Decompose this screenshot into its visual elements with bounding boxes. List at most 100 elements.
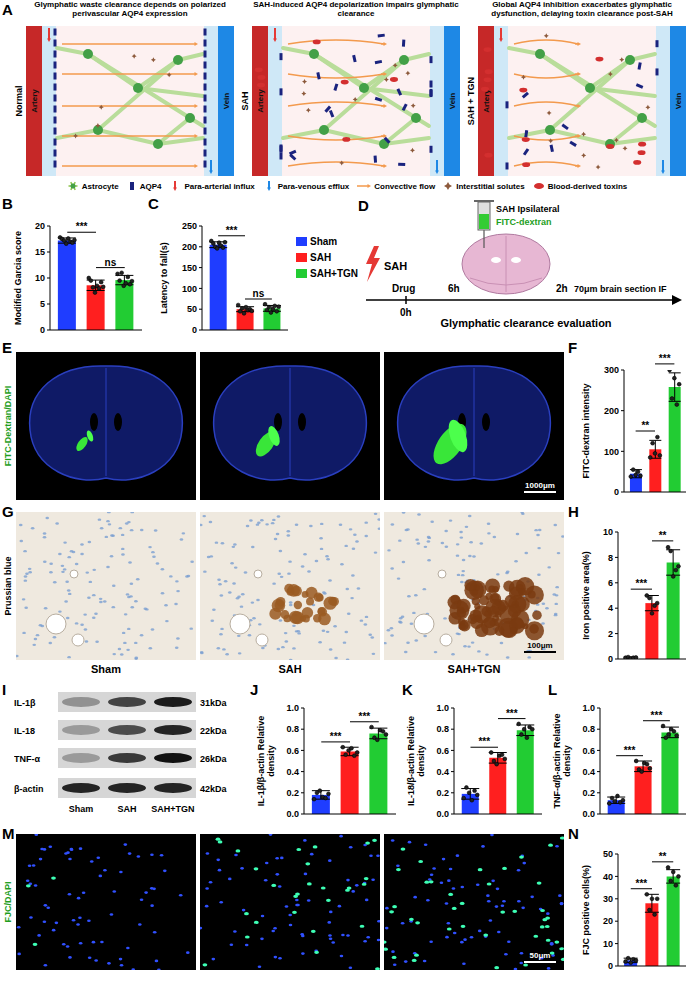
svg-text:42kDa: 42kDa [200, 784, 228, 794]
svg-text:0.0: 0.0 [582, 809, 595, 819]
svg-text:1.0: 1.0 [582, 703, 595, 713]
svg-text:**: ** [659, 530, 667, 541]
svg-text:0.2: 0.2 [436, 788, 449, 798]
svg-text:0.6: 0.6 [582, 746, 595, 756]
svg-text:***: *** [478, 736, 490, 747]
svg-text:0: 0 [614, 487, 619, 497]
svg-text:***: *** [359, 711, 371, 722]
svg-text:IL-18: IL-18 [14, 726, 35, 736]
svg-text:Artery: Artery [482, 89, 491, 113]
svg-text:100: 100 [604, 447, 619, 457]
html-text:SAH: SAH [278, 663, 302, 675]
svg-text:Vein: Vein [448, 93, 457, 110]
svg-text:0.6: 0.6 [436, 746, 449, 756]
svg-text:4: 4 [608, 603, 613, 613]
svg-text:0: 0 [192, 325, 197, 335]
svg-text:Sham: Sham [69, 804, 94, 814]
html-text:SAH-induced AQP4 depolarizatio: SAH-induced AQP4 depolarization impairs … [253, 0, 459, 19]
svg-text:0.8: 0.8 [436, 724, 449, 734]
svg-text:SAH Ipsilateral: SAH Ipsilateral [496, 204, 560, 214]
svg-text:***: *** [76, 221, 88, 232]
svg-text:10: 10 [35, 273, 45, 283]
svg-text:0.4: 0.4 [436, 767, 449, 777]
svg-text:100: 100 [182, 284, 197, 294]
svg-text:200: 200 [182, 242, 197, 252]
svg-text:IL-1β: IL-1β [14, 698, 36, 708]
svg-text:1.0: 1.0 [436, 703, 449, 713]
svg-text:1000μm: 1000μm [525, 481, 555, 490]
svg-text:0.0: 0.0 [436, 809, 449, 819]
svg-text:***: *** [636, 578, 648, 589]
html-text:G: G [2, 503, 14, 520]
svg-text:TNF-α: TNF-α [14, 754, 40, 764]
svg-text:Artery: Artery [256, 89, 265, 113]
svg-text:ns: ns [105, 257, 117, 268]
html-text:IL-1β/β-actin Relative density: IL-1β/β-actin Relative density [256, 715, 276, 807]
svg-text:20: 20 [35, 221, 45, 231]
svg-text:6h: 6h [448, 283, 460, 294]
html-text:Glymphatic waste clearance dep: Glymphatic waste clearance depends on po… [34, 0, 226, 19]
svg-text:70μm brain section IF: 70μm brain section IF [574, 284, 667, 294]
svg-text:***: *** [330, 731, 342, 742]
svg-text:***: *** [506, 708, 518, 719]
svg-text:50: 50 [187, 304, 197, 314]
svg-text:30: 30 [603, 894, 613, 904]
html-text:M: M [2, 825, 15, 842]
html-text:Global AQP4 inhibition exacerb: Global AQP4 inhibition exacerbates glymp… [491, 0, 673, 19]
svg-text:***: *** [651, 710, 663, 721]
svg-text:50: 50 [603, 849, 613, 859]
html-text:IL-18/β-actin Relative density: IL-18/β-actin Relative density [406, 716, 426, 806]
svg-text:300: 300 [604, 365, 619, 375]
svg-text:5: 5 [40, 299, 45, 309]
svg-text:8: 8 [608, 553, 613, 563]
svg-text:6: 6 [608, 578, 613, 588]
svg-text:SAH: SAH [117, 804, 136, 814]
svg-text:26kDa: 26kDa [200, 754, 228, 764]
svg-text:***: *** [636, 878, 648, 889]
svg-text:0.2: 0.2 [286, 788, 299, 798]
svg-text:0: 0 [608, 961, 613, 971]
svg-text:10: 10 [603, 939, 613, 949]
svg-text:ns: ns [253, 288, 265, 299]
svg-text:0.6: 0.6 [286, 746, 299, 756]
svg-text:Vein: Vein [222, 93, 231, 110]
svg-text:20: 20 [603, 916, 613, 926]
svg-text:0.2: 0.2 [582, 788, 595, 798]
svg-text:0: 0 [40, 325, 45, 335]
svg-text:0.0: 0.0 [286, 809, 299, 819]
svg-text:***: *** [624, 745, 636, 756]
svg-text:Drug: Drug [392, 283, 415, 294]
svg-text:2: 2 [608, 629, 613, 639]
svg-text:0: 0 [608, 654, 613, 664]
svg-text:10: 10 [603, 527, 613, 537]
svg-text:**: ** [641, 420, 649, 431]
html-text:TNF-α/β-actin Relative density: TNF-α/β-actin Relative density [552, 713, 572, 809]
svg-text:SAH+TGN: SAH+TGN [151, 804, 194, 814]
svg-text:SAH: SAH [384, 260, 407, 272]
svg-text:150: 150 [182, 263, 197, 273]
svg-text:Vein: Vein [674, 93, 683, 110]
svg-text:200: 200 [604, 406, 619, 416]
svg-text:250: 250 [182, 221, 197, 231]
svg-text:0.8: 0.8 [582, 724, 595, 734]
svg-text:1.0: 1.0 [286, 703, 299, 713]
svg-text:0h: 0h [400, 307, 412, 318]
svg-text:***: *** [659, 353, 671, 364]
svg-text:Artery: Artery [30, 89, 39, 113]
svg-text:40: 40 [603, 872, 613, 882]
svg-text:22kDa: 22kDa [200, 726, 228, 736]
svg-text:β-actin: β-actin [14, 784, 44, 794]
svg-text:100μm: 100μm [527, 641, 552, 650]
svg-text:0.8: 0.8 [286, 724, 299, 734]
svg-text:2h: 2h [556, 283, 568, 294]
svg-text:15: 15 [35, 247, 45, 257]
svg-text:**: ** [659, 851, 667, 862]
svg-text:FITC-dextran: FITC-dextran [496, 217, 552, 227]
svg-text:50μm: 50μm [530, 951, 551, 960]
svg-text:31kDa: 31kDa [200, 698, 228, 708]
html-text:Sham: Sham [91, 663, 121, 675]
svg-text:***: *** [226, 225, 238, 236]
svg-text:Glymphatic clearance evaluatio: Glymphatic clearance evaluation [440, 317, 611, 329]
svg-text:0.4: 0.4 [286, 767, 299, 777]
svg-text:0.4: 0.4 [582, 767, 595, 777]
